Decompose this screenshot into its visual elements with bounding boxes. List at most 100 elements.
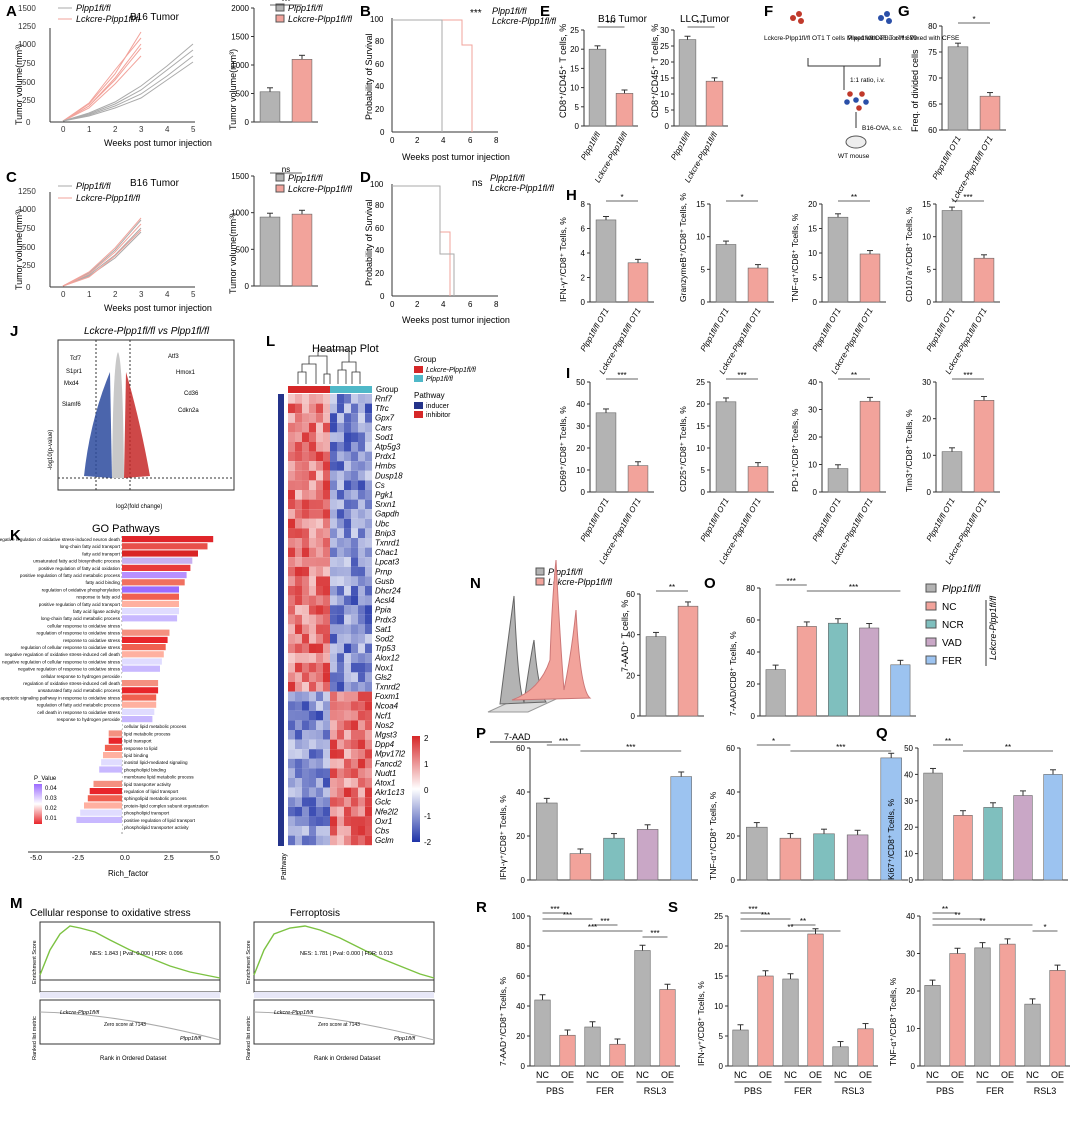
x-label: Plpp1fl/fl OT1 <box>699 307 731 353</box>
heat-cell <box>337 499 344 510</box>
k-pvalue-legend: P_Value 0.04 0.03 0.02 0.01 <box>34 776 57 824</box>
bar-4 <box>634 950 651 1067</box>
sig-label: *** <box>588 923 597 932</box>
heat-cell <box>288 422 295 433</box>
c-title: B16 Tumor <box>130 178 180 189</box>
sig-label: ** <box>1005 743 1011 752</box>
heat-cell <box>365 413 372 423</box>
heat-cell <box>323 595 330 606</box>
y-tick-label: 40 <box>516 1002 525 1011</box>
svg-text:0: 0 <box>380 128 385 137</box>
heat-cell <box>344 538 351 548</box>
l-colorscale-ticks: 2 1 0 -1 -2 <box>424 734 432 847</box>
k-term-label: positive regulation of fatty acid oxidat… <box>39 566 121 571</box>
heat-cell <box>302 826 309 836</box>
heat-cell <box>323 634 330 644</box>
gene-label: Akr1c13 <box>374 788 405 797</box>
heat-cell <box>323 442 330 452</box>
heat-cell <box>302 605 309 615</box>
bar-1 <box>559 1034 576 1067</box>
heat-cell <box>358 816 365 826</box>
svg-text:4: 4 <box>165 125 170 134</box>
gene-label: Nudt1 <box>375 769 396 778</box>
heat-cell <box>288 480 295 490</box>
panel-n-histogram: Plpp1fl/fl Lckcre-Plpp1fl/fl 7-AAD <box>487 559 613 743</box>
heat-cell <box>337 595 344 606</box>
gene-label: Dusp18 <box>375 471 403 480</box>
panel-letter-s: S <box>668 899 678 916</box>
heat-cell <box>358 413 365 423</box>
e1-title: B16 Tumor <box>598 14 648 25</box>
heat-cell <box>351 557 358 567</box>
heat-cell <box>337 778 344 788</box>
heat-cell <box>365 720 372 730</box>
heat-cell <box>302 586 309 596</box>
panel-d-survival: Weeks post tumor injection Probability o… <box>364 173 555 325</box>
mouse-icon <box>845 135 867 149</box>
heat-cell <box>344 547 351 558</box>
bar-1 <box>949 953 966 1067</box>
heat-cell <box>323 826 330 836</box>
l-heatmap-cells <box>288 394 372 846</box>
heat-cell <box>358 595 365 606</box>
svg-text:1: 1 <box>424 760 429 769</box>
heat-cell <box>302 797 309 807</box>
e2-ylabel: CD8⁺/CD45⁺ T cells, % <box>650 24 660 118</box>
heat-cell <box>288 451 295 462</box>
y-tick-label: 20 <box>516 832 525 841</box>
heat-cell <box>309 566 316 577</box>
y-tick-label: 80 <box>928 22 937 31</box>
heat-cell <box>337 413 344 423</box>
y-tick-label: 10 <box>576 466 585 475</box>
heat-cell <box>351 528 358 538</box>
heat-cell <box>337 720 344 730</box>
bar-0 <box>534 999 551 1067</box>
svg-text:3: 3 <box>139 290 144 299</box>
heat-cell <box>295 720 302 730</box>
heat-cell <box>295 749 302 759</box>
k-bar <box>122 687 159 694</box>
x-label: OE <box>759 1070 772 1080</box>
heat-cell <box>330 614 337 625</box>
heat-cell <box>316 806 323 817</box>
y-tick-label: 0 <box>665 122 670 131</box>
heat-cell <box>365 614 372 625</box>
panel-letter-o: O <box>704 575 716 592</box>
k-bar <box>122 651 164 658</box>
bar-0 <box>923 772 943 881</box>
heat-cell <box>351 826 358 836</box>
y-tick-label: 10 <box>660 90 669 99</box>
heat-cell <box>302 422 309 433</box>
heat-cell <box>302 461 309 471</box>
heat-cell <box>295 509 302 519</box>
heat-cell <box>344 422 351 433</box>
svg-text:Lckcre-Plpp1fl/fl: Lckcre-Plpp1fl/fl <box>548 577 613 587</box>
heat-cell <box>337 490 344 500</box>
y-tick-label: 50 <box>904 744 913 753</box>
c2-ylabel: Tumor volume(mm³) <box>228 213 238 294</box>
y-tick-label: 25 <box>570 26 579 35</box>
heat-cell <box>316 672 323 682</box>
heat-cell <box>337 682 344 692</box>
heat-cell <box>365 538 372 548</box>
heat-cell <box>316 442 323 452</box>
heat-cell <box>309 691 316 702</box>
k-bar <box>122 680 159 687</box>
gene-label: Mgst3 <box>375 731 397 740</box>
heat-cell <box>365 586 372 596</box>
bar-1 <box>747 267 769 303</box>
x-label: Plpp1fl/fl <box>579 130 602 161</box>
heat-cell <box>358 432 365 442</box>
y-label: Tim3⁺/CD8⁺ Tcells, % <box>904 409 914 492</box>
heat-cell <box>358 758 365 769</box>
svg-text:Lckcre-Plpp1fl/fl: Lckcre-Plpp1fl/fl <box>274 1010 314 1016</box>
heat-cell <box>309 442 316 452</box>
heat-cell <box>295 682 302 692</box>
bar-3 <box>846 834 869 881</box>
f-ova: B16-OVA, s.c. <box>862 125 903 132</box>
heat-cell <box>302 835 309 846</box>
heat-cell <box>323 768 330 778</box>
y-tick-label: 20 <box>626 671 635 680</box>
heat-cell <box>351 461 358 471</box>
y-tick-label: 15 <box>922 200 931 209</box>
